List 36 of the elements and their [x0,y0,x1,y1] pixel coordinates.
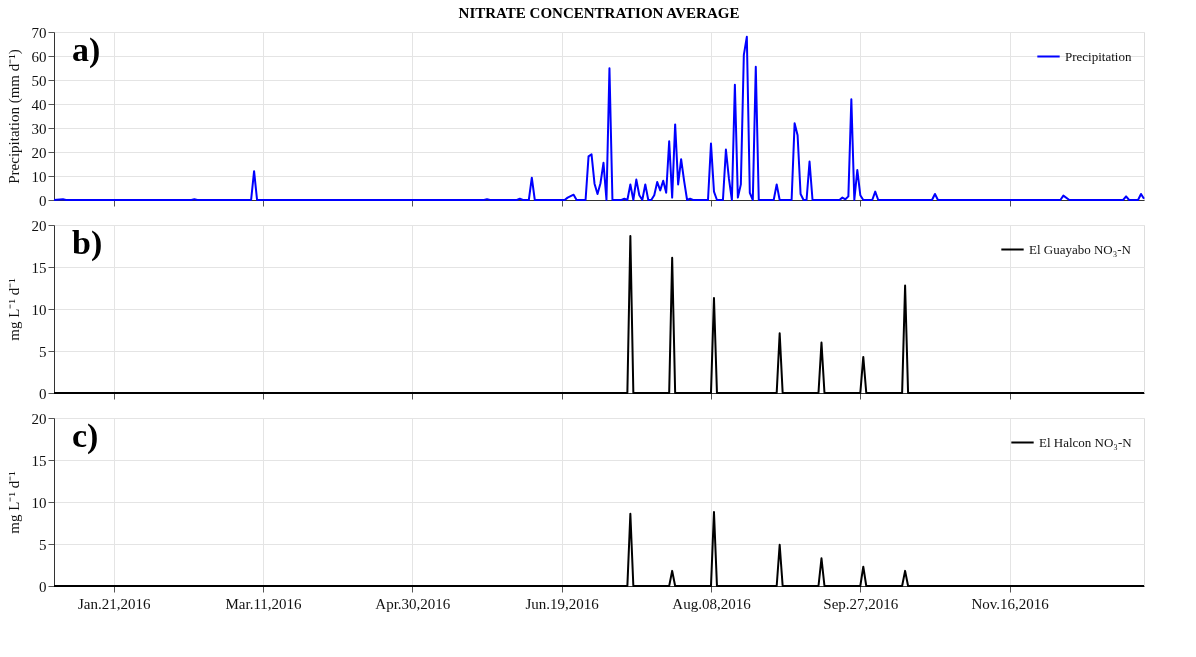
y-tick-label: 10 [31,494,47,511]
x-tick-label: Apr.30,2016 [375,595,451,612]
y-tick-label: 10 [31,168,47,185]
y-tick-label: 0 [39,578,47,595]
y-tick-label: 40 [31,96,47,113]
y-tick-label: 30 [31,120,47,137]
y-tick-label: 20 [31,144,47,161]
legend-label: El Halcon NO₃-N [1039,434,1133,450]
x-tick-label: Mar.11,2016 [225,595,303,612]
annotation: b) [72,224,103,262]
y-tick-label: 20 [31,217,47,234]
y-tick-label: 5 [39,536,47,553]
y-tick-label: 0 [39,385,47,402]
y-tick-label: 15 [31,259,47,276]
y-tick-label: 15 [31,452,47,469]
y-tick-label: 50 [31,72,47,89]
y-tick-label: 5 [39,343,47,360]
line-series [53,35,1145,201]
y-tick-label: 20 [31,410,47,427]
x-tick-label: Nov.16,2016 [971,595,1050,612]
legend-label: El Guayabo NO₃-N [1029,241,1132,257]
x-tick-label: Sep.27,2016 [823,595,899,612]
x-tick-label: Aug.08,2016 [672,595,752,612]
y-tick-label: 10 [31,301,47,318]
y-axis-title: mg L⁻¹ d⁻¹ [5,471,22,534]
chart-title: NITRATE CONCENTRATION AVERAGE [458,5,740,21]
y-tick-label: 70 [31,24,47,41]
x-tick-label: Jan.21,2016 [77,595,151,612]
y-axis-title: Precipitation (mm d⁻¹) [5,49,23,184]
x-tick-label: Jun.19,2016 [525,595,600,612]
annotation: a) [72,31,101,69]
y-axis-title: mg L⁻¹ d⁻¹ [5,278,22,341]
y-tick-label: 0 [39,192,47,209]
annotation: c) [72,417,99,455]
legend-label: Precipitation [1065,48,1132,64]
y-tick-label: 60 [31,48,47,65]
